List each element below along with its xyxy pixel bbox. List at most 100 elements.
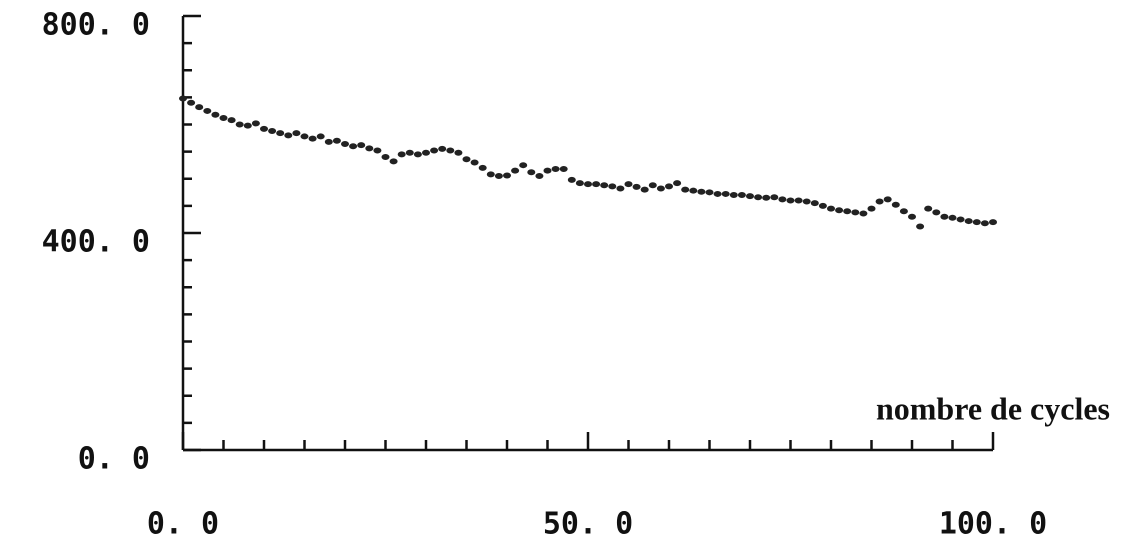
point <box>341 141 349 148</box>
point <box>332 137 341 144</box>
point <box>300 133 309 140</box>
x-tick-label: 0. 0 <box>147 507 219 542</box>
point <box>891 201 900 208</box>
point <box>195 104 204 111</box>
point <box>616 185 625 192</box>
point <box>648 182 657 189</box>
point <box>665 183 673 190</box>
point <box>308 135 317 142</box>
point <box>324 138 333 145</box>
point <box>737 192 746 199</box>
point <box>802 198 811 205</box>
point <box>964 218 973 225</box>
point <box>413 151 422 158</box>
point <box>430 147 439 154</box>
x-tick-label: 50. 0 <box>543 507 633 542</box>
point <box>276 130 285 137</box>
point <box>243 122 252 129</box>
y-tick-label: 800. 0 <box>42 8 150 43</box>
point <box>357 142 366 149</box>
point <box>883 196 892 203</box>
point <box>422 149 430 156</box>
point <box>794 197 803 204</box>
point <box>746 193 754 200</box>
point <box>527 169 536 176</box>
point <box>673 180 682 187</box>
point <box>211 111 220 118</box>
point <box>980 220 989 227</box>
point <box>729 192 738 199</box>
point <box>867 205 876 212</box>
point <box>899 208 908 215</box>
point <box>681 186 690 193</box>
point <box>575 180 584 187</box>
point <box>470 159 479 166</box>
point <box>948 214 957 221</box>
point <box>381 154 390 161</box>
x-axis-label: nombre de cycles <box>876 390 1110 426</box>
point <box>956 216 965 223</box>
point <box>640 186 649 193</box>
point <box>940 213 949 220</box>
point <box>219 114 228 121</box>
point <box>632 183 641 190</box>
point <box>827 205 835 212</box>
point <box>316 133 325 140</box>
point <box>721 190 730 197</box>
point <box>600 182 609 189</box>
point <box>438 145 447 152</box>
point <box>486 171 495 178</box>
point <box>349 143 358 150</box>
point <box>365 145 374 152</box>
point <box>762 194 771 201</box>
point <box>778 196 787 203</box>
point <box>770 194 779 201</box>
point <box>478 164 487 171</box>
point <box>462 156 471 163</box>
point <box>373 147 382 154</box>
point <box>924 205 933 212</box>
point <box>972 219 981 226</box>
point <box>551 165 560 172</box>
point <box>389 158 398 165</box>
point <box>835 207 844 214</box>
point <box>397 151 406 158</box>
point <box>284 132 293 139</box>
y-tick-label: 400. 0 <box>42 225 150 260</box>
y-tick-label: 0. 0 <box>78 442 150 477</box>
point <box>843 208 852 215</box>
point <box>567 176 576 183</box>
point <box>584 181 592 188</box>
point <box>656 185 665 192</box>
point <box>260 125 268 132</box>
point <box>559 165 568 172</box>
point <box>851 209 860 216</box>
point <box>511 167 520 174</box>
x-tick-label: 100. 0 <box>939 507 1047 542</box>
point <box>875 198 884 205</box>
point <box>494 173 503 180</box>
point <box>786 197 795 204</box>
point <box>292 130 301 137</box>
point <box>810 200 819 207</box>
point <box>227 117 236 124</box>
point <box>503 172 511 179</box>
point <box>624 181 633 188</box>
point <box>235 121 244 128</box>
point <box>268 128 277 135</box>
point <box>818 202 827 209</box>
point <box>535 173 544 180</box>
point <box>932 209 941 216</box>
point <box>908 213 916 220</box>
point <box>203 107 212 114</box>
point <box>179 95 187 102</box>
point <box>697 188 706 195</box>
point <box>543 167 552 174</box>
point <box>859 210 868 217</box>
point <box>916 223 925 230</box>
point <box>689 187 698 194</box>
point <box>454 149 463 156</box>
point <box>989 219 997 226</box>
point <box>592 181 601 188</box>
point <box>405 149 414 156</box>
